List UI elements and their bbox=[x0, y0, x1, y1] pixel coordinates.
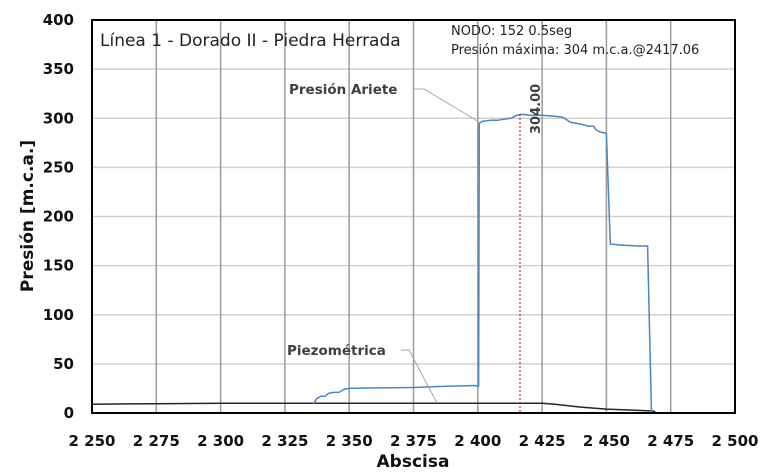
y-axis-title: Presión [m.c.a.] bbox=[18, 140, 38, 292]
ariete-callout-leader bbox=[413, 88, 480, 123]
y-tick-label: 400 bbox=[43, 11, 74, 29]
y-tick-label: 250 bbox=[43, 158, 74, 176]
plot-area-border bbox=[91, 19, 736, 414]
series-layer bbox=[91, 113, 656, 414]
info-node: NODO: 152 0.5seg bbox=[451, 24, 572, 39]
x-tick-label: 2 375 bbox=[390, 432, 437, 450]
x-tick-label: 2 325 bbox=[261, 432, 308, 450]
grid-lines bbox=[92, 20, 735, 413]
y-tick-label: 200 bbox=[43, 208, 74, 226]
x-tick-label: 2 450 bbox=[583, 432, 630, 450]
piezometrica-callout-leader bbox=[401, 349, 438, 404]
peak-value-label: 304.00 bbox=[529, 84, 544, 134]
piezometrica-series-label: Piezométrica bbox=[287, 343, 386, 359]
ariete-series-label: Presión Ariete bbox=[289, 82, 397, 98]
x-axis-title: Abscisa bbox=[377, 452, 450, 472]
y-tick-label: 350 bbox=[43, 60, 74, 78]
x-tick-label: 2 300 bbox=[197, 432, 244, 450]
x-tick-label: 2 475 bbox=[647, 432, 694, 450]
series-line-piezom-trica bbox=[91, 402, 656, 413]
chart-title: Línea 1 - Dorado II - Piedra Herrada bbox=[100, 31, 401, 51]
y-tick-label: 0 bbox=[64, 404, 74, 422]
y-tick-label: 300 bbox=[43, 109, 74, 127]
info-max-pressure: Presión máxima: 304 m.c.a.@2417.06 bbox=[451, 43, 699, 58]
x-tick-label: 2 400 bbox=[454, 432, 501, 450]
x-tick-label: 2 425 bbox=[519, 432, 566, 450]
y-axis-ticks: 0 50 100 150 200 250 300 350 400 bbox=[43, 11, 74, 422]
y-tick-label: 100 bbox=[43, 306, 74, 324]
x-tick-label: 2 350 bbox=[326, 432, 373, 450]
x-tick-label: 2 275 bbox=[133, 432, 180, 450]
x-tick-label: 2 250 bbox=[69, 432, 116, 450]
y-tick-label: 50 bbox=[53, 355, 74, 373]
x-axis-ticks: 2 250 2 275 2 300 2 325 2 350 2 375 2 400 2 425… bbox=[69, 432, 759, 450]
x-tick-label: 2 500 bbox=[712, 432, 759, 450]
y-tick-label: 150 bbox=[43, 257, 74, 275]
series-line-presi-n-ariete bbox=[312, 113, 655, 414]
